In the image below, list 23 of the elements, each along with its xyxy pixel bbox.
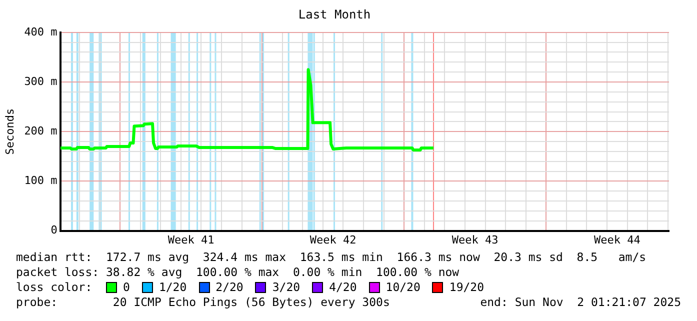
y-tick-label: 100 m [24, 174, 58, 188]
legend-label: 2/20 [216, 280, 244, 295]
legend-title: loss color: [16, 280, 94, 295]
x-tick-label: Week 42 [310, 233, 356, 246]
legend-label: 3/20 [272, 280, 300, 295]
x-tick-label: Week 44 [594, 233, 641, 246]
chart-title: Last Month [298, 7, 371, 22]
text: median rtt: 172.7 ms avg 324.4 ms max 163.5 ms min 166.3 ms now 20.3 ms sd 8.5 am/s [16, 250, 648, 265]
y-axis-title: Seconds [3, 108, 16, 155]
y-tick-label: 300 m [24, 74, 58, 88]
legend-label: 4/20 [329, 280, 357, 295]
text: probe: 20 ICMP Echo Pings (56 Bytes) every 300s [16, 295, 390, 310]
legend-label: 19/20 [449, 280, 484, 295]
y-tick-label: 0 [50, 224, 58, 237]
legend-label: 10/20 [386, 280, 420, 295]
y-tick-label: 400 m [24, 25, 58, 38]
legend-label: 0 [123, 280, 130, 295]
y-tick-label: 200 m [24, 124, 58, 138]
text: end: Sun Nov 2 01:21:07 2025 [480, 295, 681, 310]
legend-label: 1/20 [158, 280, 187, 295]
text: packet loss: 38.82 % avg 100.00 % max 0.00 % min 100.00 % now [16, 265, 460, 280]
x-tick-label: Week 41 [168, 233, 214, 246]
x-tick-label: Week 43 [452, 233, 498, 246]
